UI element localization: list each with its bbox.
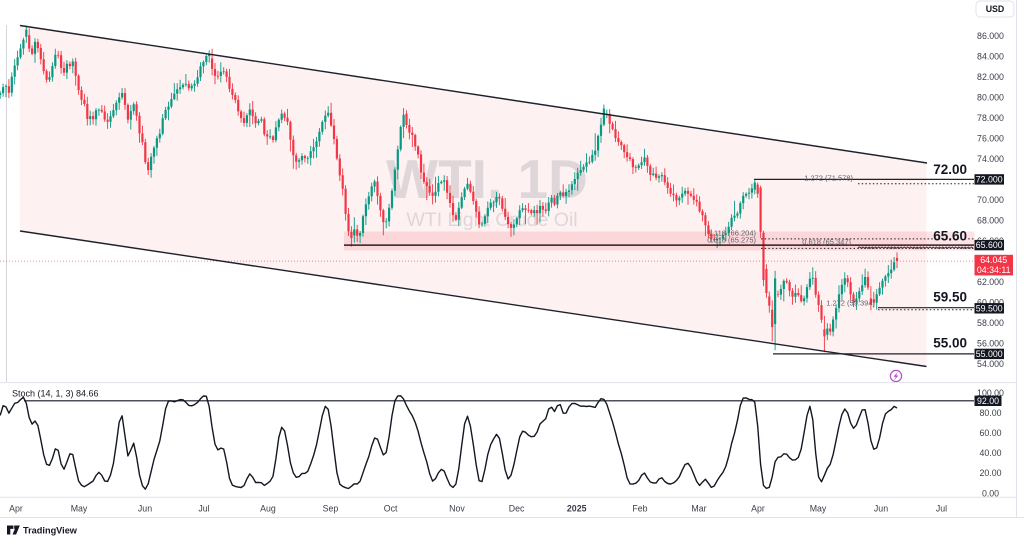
svg-text:56.000: 56.000 <box>977 339 1004 349</box>
svg-text:Apr: Apr <box>9 504 23 514</box>
svg-text:82.000: 82.000 <box>977 72 1004 82</box>
svg-text:78.000: 78.000 <box>977 113 1004 123</box>
svg-text:65.60: 65.60 <box>933 229 967 244</box>
svg-text:86.000: 86.000 <box>977 31 1004 41</box>
svg-text:Sep: Sep <box>323 504 339 514</box>
svg-text:54.000: 54.000 <box>977 359 1004 369</box>
svg-text:59.500: 59.500 <box>976 303 1003 313</box>
svg-text:Apr: Apr <box>751 504 765 514</box>
svg-text:55.00: 55.00 <box>933 336 967 351</box>
svg-text:Jul: Jul <box>936 504 947 514</box>
svg-text:70.000: 70.000 <box>977 195 1004 205</box>
svg-text:0.618 (65.275): 0.618 (65.275) <box>707 236 756 245</box>
svg-text:60.000: 60.000 <box>977 298 1004 308</box>
svg-text:58.000: 58.000 <box>977 318 1004 328</box>
svg-text:1.272 (59.394): 1.272 (59.394) <box>826 299 875 308</box>
svg-text:65.600: 65.600 <box>976 240 1003 250</box>
svg-text:20.00: 20.00 <box>979 468 1001 478</box>
svg-text:64.045: 64.045 <box>980 255 1007 265</box>
svg-text:Stoch (14, 1, 3) 84.66: Stoch (14, 1, 3) 84.66 <box>12 389 99 399</box>
svg-text:80.00: 80.00 <box>979 408 1001 418</box>
svg-text:80.000: 80.000 <box>977 93 1004 103</box>
svg-text:60.00: 60.00 <box>979 428 1001 438</box>
svg-text:68.000: 68.000 <box>977 216 1004 226</box>
svg-text:TradingView: TradingView <box>23 526 78 536</box>
svg-text:1.118 (66.204): 1.118 (66.204) <box>708 229 757 238</box>
svg-text:92.00: 92.00 <box>977 396 999 406</box>
svg-text:May: May <box>810 504 827 514</box>
svg-text:USD: USD <box>986 4 1005 14</box>
svg-text:Oct: Oct <box>384 504 398 514</box>
svg-text:0.618 (65.347): 0.618 (65.347) <box>802 238 851 247</box>
svg-text:1.272 (71.578): 1.272 (71.578) <box>804 174 853 183</box>
svg-text:62.000: 62.000 <box>977 277 1004 287</box>
svg-text:WTI Light Crude Oil: WTI Light Crude Oil <box>406 209 577 231</box>
svg-text:84.000: 84.000 <box>977 51 1004 61</box>
svg-text:72.00: 72.00 <box>933 162 967 177</box>
svg-text:Jul: Jul <box>198 504 209 514</box>
svg-text:Mar: Mar <box>691 504 706 514</box>
svg-text:04:34:11: 04:34:11 <box>977 265 1011 275</box>
svg-text:72.000: 72.000 <box>976 175 1003 185</box>
svg-text:55.000: 55.000 <box>976 349 1003 359</box>
svg-text:Aug: Aug <box>260 504 276 514</box>
svg-text:0.00: 0.00 <box>982 488 999 498</box>
svg-text:May: May <box>71 504 88 514</box>
svg-text:Jun: Jun <box>138 504 152 514</box>
svg-text:40.00: 40.00 <box>979 448 1001 458</box>
svg-text:Jun: Jun <box>874 504 888 514</box>
svg-text:100.00: 100.00 <box>977 388 1004 398</box>
svg-text:59.50: 59.50 <box>933 290 967 305</box>
svg-text:Nov: Nov <box>449 504 465 514</box>
svg-text:Dec: Dec <box>509 504 525 514</box>
svg-text:2025: 2025 <box>567 504 587 514</box>
svg-text:Feb: Feb <box>632 504 647 514</box>
svg-text:76.000: 76.000 <box>977 134 1004 144</box>
svg-text:74.000: 74.000 <box>977 154 1004 164</box>
